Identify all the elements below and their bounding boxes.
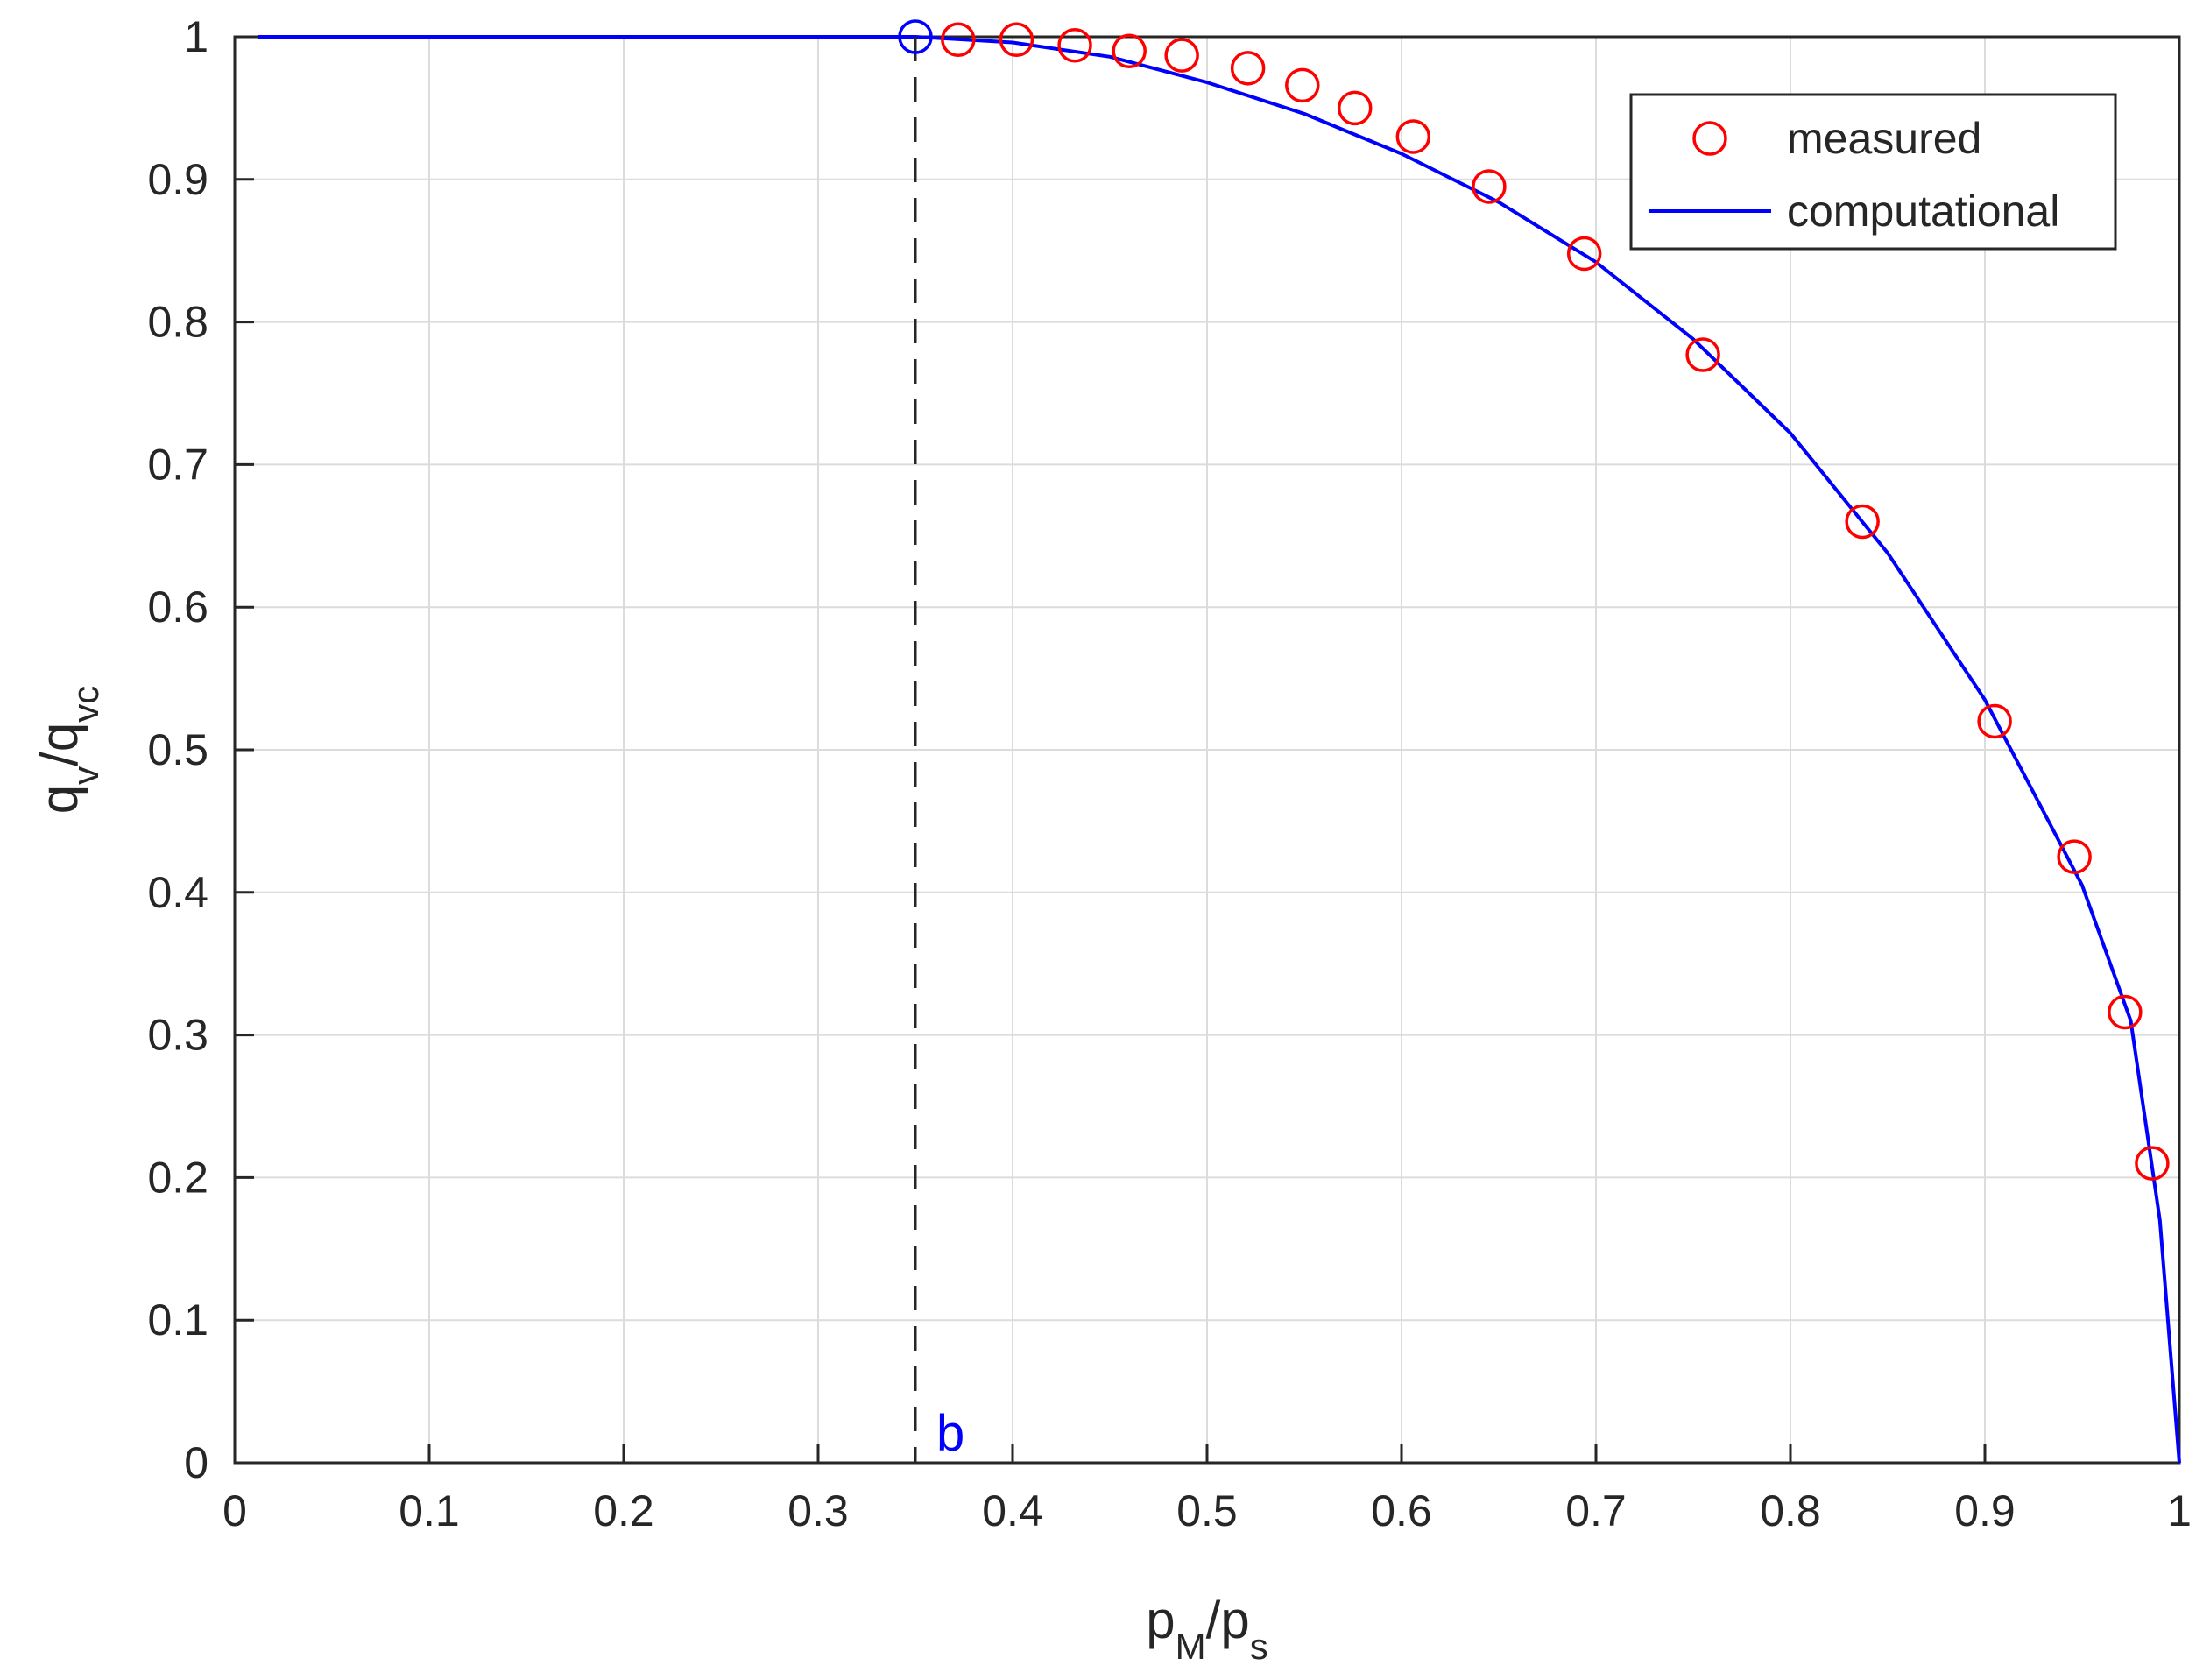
measured-point: [941, 22, 976, 58]
legend-box: [1629, 93, 2117, 251]
measured-point: [2108, 994, 2143, 1030]
x-tick-label: 0.6: [1371, 1486, 1432, 1535]
measured-point: [1057, 28, 1092, 63]
y-tick-label: 0.9: [147, 155, 208, 204]
x-tick-label: 0: [222, 1486, 247, 1535]
measured-point: [1285, 67, 1320, 103]
y-tick-label: 0.6: [147, 582, 208, 632]
legend-label-computational: computational: [1787, 187, 2059, 236]
annotation-b: b: [898, 19, 964, 1463]
x-tick-label: 0.2: [593, 1486, 654, 1535]
measured-point: [2057, 839, 2092, 874]
x-tick-label: 0.8: [1760, 1486, 1821, 1535]
legend: measured computational: [1629, 93, 2117, 251]
x-axis-ticks: 0 0.1 0.2 0.3 0.4 0.5 0.6 0.7 0.8 0.9 1: [222, 1444, 2192, 1535]
x-tick-label: 0.5: [1176, 1486, 1238, 1535]
measured-point: [1566, 236, 1602, 272]
measured-point: [1977, 703, 2012, 739]
annotation-label: b: [936, 1405, 964, 1462]
measured-point: [1230, 51, 1266, 86]
y-tick-label: 0.3: [147, 1011, 208, 1060]
y-tick-label: 0.8: [147, 298, 208, 347]
breakpoint-marker: [898, 19, 933, 54]
legend-label-measured: measured: [1787, 114, 1981, 163]
y-tick-label: 0.4: [147, 868, 208, 917]
x-tick-label: 1: [2167, 1486, 2192, 1535]
y-tick-label: 1: [184, 12, 208, 61]
x-tick-label: 0.1: [399, 1486, 460, 1535]
y-tick-label: 0.7: [147, 440, 208, 489]
series-measured: [941, 22, 2170, 1181]
x-tick-label: 0.4: [982, 1486, 1043, 1535]
measured-point: [1112, 33, 1147, 69]
y-tick-label: 0.2: [147, 1153, 208, 1202]
measured-point: [1395, 119, 1431, 154]
measured-point: [2135, 1146, 2170, 1181]
x-tick-label: 0.7: [1565, 1486, 1627, 1535]
y-tick-label: 0.1: [147, 1295, 208, 1345]
x-axis-label: pM/ps: [1146, 1591, 1267, 1667]
measured-point: [1685, 337, 1720, 372]
measured-point: [1164, 38, 1199, 73]
y-tick-label: 0.5: [147, 725, 208, 774]
measured-point: [1845, 504, 1880, 540]
y-axis-label: qv/qvc: [30, 686, 106, 814]
legend-marker-measured: [1692, 121, 1727, 156]
measured-point: [999, 22, 1034, 58]
x-tick-label: 0.3: [787, 1486, 849, 1535]
measured-point: [1337, 90, 1373, 126]
x-tick-label: 0.9: [1954, 1486, 2016, 1535]
y-tick-label: 0: [184, 1438, 208, 1487]
grid: [234, 36, 2180, 1464]
measured-point: [1472, 169, 1507, 204]
y-axis-ticks: 0 0.1 0.2 0.3 0.4 0.5 0.6 0.7 0.8 0.9 1: [147, 12, 254, 1487]
